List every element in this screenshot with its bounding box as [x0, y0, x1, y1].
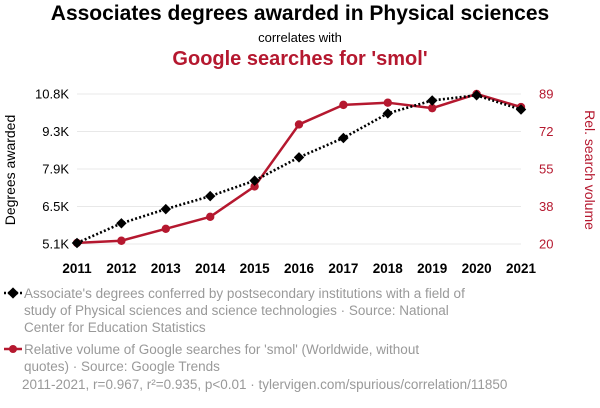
y-tick-right-label: 89: [539, 87, 553, 102]
x-tick-label: 2015: [240, 261, 271, 276]
data-point-degrees: [382, 108, 394, 119]
y-axis-right-label: Rel. search volume: [582, 110, 598, 230]
x-tick-label: 2014: [195, 261, 226, 276]
data-point-searches: [294, 120, 304, 129]
chart-subtitle: correlates with: [258, 30, 342, 45]
data-point-searches: [339, 100, 348, 110]
data-point-searches: [428, 103, 437, 113]
data-point-degrees: [204, 190, 216, 202]
data-point-degrees: [515, 104, 527, 115]
data-point-searches: [383, 98, 392, 107]
data-point-degrees: [116, 218, 127, 229]
x-tick-label: 2021: [506, 261, 537, 276]
data-point-degrees: [426, 95, 438, 106]
x-tick-label: 2020: [462, 261, 492, 276]
x-axis-ticks: 2011 2012 2013 2014 2015 2016 2017 2018 2019 2020…: [62, 261, 536, 276]
y-axis-left-ticks: 5.1K 6.5K 7.9K 9.3K 10.8K: [35, 87, 69, 252]
y-tick-right-label: 55: [539, 162, 553, 177]
y-axis-left-label: Degrees awarded: [2, 115, 18, 226]
y-tick-left-label: 6.5K: [42, 199, 69, 214]
x-tick-label: 2012: [106, 261, 136, 276]
y-tick-right-label: 72: [539, 124, 553, 139]
x-tick-label: 2011: [62, 261, 92, 276]
y-tick-left-label: 10.8K: [35, 87, 69, 102]
footer-stats: 2011-2021, r=0.967, r²=0.935, p<0.01 · t…: [22, 377, 508, 392]
grid-lines: [77, 93, 521, 245]
legend-marker-searches: [4, 345, 22, 353]
x-tick-label: 2019: [417, 261, 447, 276]
data-point-searches: [250, 182, 259, 191]
y-tick-left-label: 9.3K: [42, 124, 69, 139]
data-point-degrees: [471, 90, 482, 101]
x-tick-label: 2013: [151, 261, 182, 276]
y-tick-left-label: 7.9K: [42, 162, 69, 177]
legend-marker-degrees: [4, 287, 22, 299]
data-point-degrees: [71, 237, 83, 249]
y-tick-right-label: 20: [539, 237, 553, 252]
chart-title: Associates degrees awarded in Physical s…: [50, 2, 550, 25]
y-tick-left-label: 5.1K: [42, 237, 69, 252]
data-point-degrees: [249, 175, 260, 186]
legend-text-degrees: Associate's degrees conferred by postsec…: [24, 286, 465, 335]
series-group: [71, 89, 527, 249]
chart-title-secondary: Google searches for 'smol': [172, 48, 428, 70]
data-point-degrees: [293, 152, 305, 163]
data-point-degrees: [338, 132, 349, 144]
data-point-searches: [161, 224, 170, 233]
data-point-searches: [206, 212, 215, 222]
data-point-degrees: [160, 203, 172, 215]
series-line-searches: [76, 92, 522, 245]
x-tick-label: 2016: [284, 261, 315, 276]
x-tick-label: 2018: [373, 261, 404, 276]
legend-text-searches: Relative volume of Google searches for '…: [24, 342, 420, 374]
data-point-searches: [117, 236, 126, 245]
x-tick-label: 2017: [328, 261, 358, 276]
y-tick-right-label: 38: [539, 199, 553, 214]
y-axis-right-ticks: 20 38 55 72 89: [539, 87, 553, 252]
